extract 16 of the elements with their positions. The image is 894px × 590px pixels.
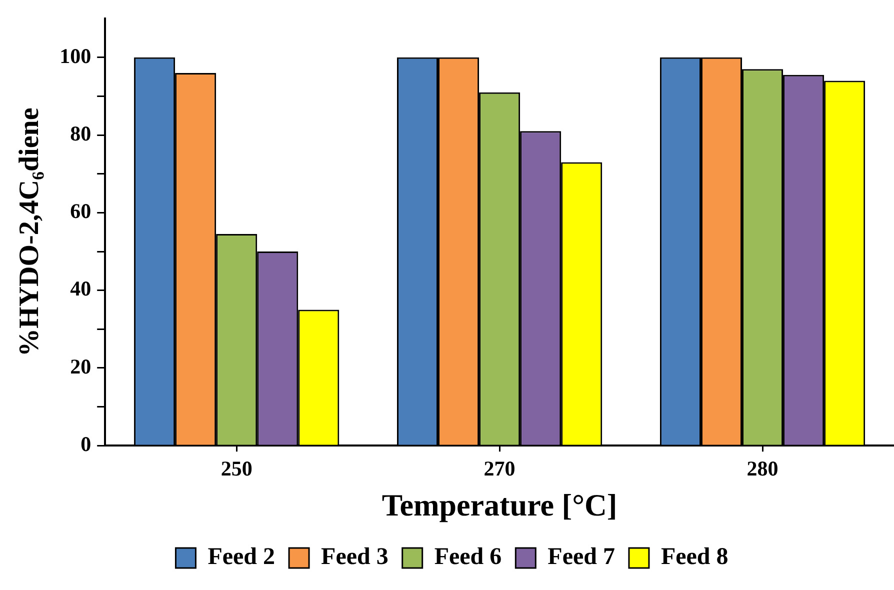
- x-axis-title: Temperature [°C]: [382, 487, 618, 522]
- x-tick-label: 280: [746, 456, 778, 481]
- y-tick-label: 20: [70, 354, 92, 378]
- legend-label: Feed 2: [208, 544, 276, 570]
- x-tick-label: 250: [220, 456, 252, 481]
- y-tick-label: 40: [70, 276, 92, 301]
- legend-label: Feed 6: [434, 544, 502, 570]
- legend-label: Feed 7: [548, 544, 615, 570]
- y-tick-label: 60: [70, 199, 92, 224]
- y-axis-title: %HYDO-2,4C₆diene: [14, 108, 46, 356]
- legend-label: Feed 8: [660, 544, 728, 570]
- y-tick-label: 0: [80, 432, 92, 456]
- x-tick-label: 270: [484, 456, 516, 481]
- y-tick-label: 80: [70, 121, 92, 146]
- y-tick-label: 100: [60, 44, 92, 68]
- legend-label: Feed 3: [321, 544, 388, 570]
